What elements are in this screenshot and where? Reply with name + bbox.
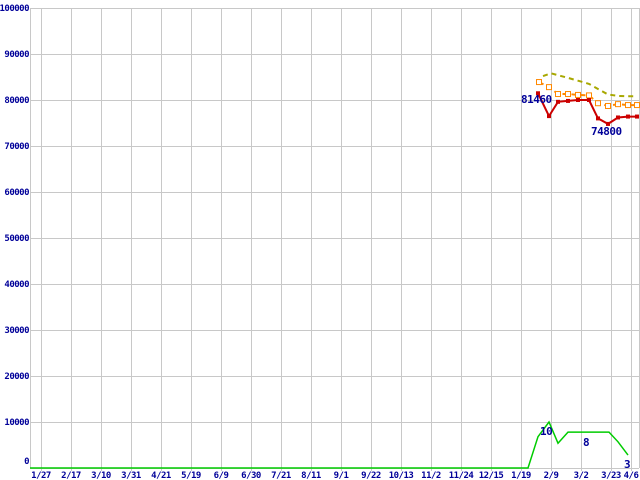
x-tick-label: 4/21 [151,471,171,480]
series-orange-dashed-marker [586,92,592,99]
series-olive-dashed [542,72,637,98]
series-orange-dashed-marker [595,100,601,107]
x-tick-label: 6/9 [214,471,229,480]
x-tick-label: 9/22 [361,471,381,480]
series-red-solid-marker [616,115,620,120]
x-tick-label: 1/27 [31,471,51,480]
x-tick-label: 12/15 [479,471,504,480]
series-orange-dashed-marker [555,91,561,98]
value-annotation: 3 [624,458,630,471]
series-red-solid-marker [635,114,639,119]
x-tick-label: 4/6 [624,471,639,480]
value-annotation: 10 [540,425,552,438]
y-tick-label: 60000 [4,188,29,198]
y-tick-label: 100000 [0,4,29,14]
series-red-solid-marker [606,121,610,126]
x-tick-label: 3/10 [91,471,111,480]
series-red-solid-marker [556,99,560,104]
x-tick-label: 3/23 [601,471,621,480]
series-orange-dashed-marker [605,102,611,109]
series-orange-dashed-marker [634,102,640,109]
x-tick-label: 7/21 [271,471,291,480]
y-tick-label: 30000 [4,326,29,336]
series-orange-dashed-marker [575,91,581,98]
series-orange-dashed-marker [625,102,631,109]
series-green-solid [30,420,629,469]
series-red-solid-marker [547,114,551,119]
series-orange-dashed-marker [536,79,542,86]
y-tick-label: 20000 [4,372,29,382]
x-tick-label: 8/11 [301,471,321,480]
x-tick-label: 11/2 [421,471,441,480]
series-red-solid-marker [587,98,591,102]
value-annotation: 8 [583,436,589,449]
y-tick-label: 80000 [4,96,29,106]
series-orange-dashed-marker [546,84,552,91]
series-red-solid-marker [596,116,600,121]
series-red-solid-marker [576,98,580,102]
y-tick-label: 90000 [4,50,29,60]
series-red-solid-marker [626,114,630,119]
y-tick-label: 10000 [4,418,29,428]
y-tick-label: 40000 [4,280,29,290]
x-tick-label: 5/19 [181,471,201,480]
y-tick-label: 50000 [4,234,29,244]
series-orange-dashed-marker [565,91,571,98]
x-tick-label: 10/13 [389,471,414,480]
value-annotation: 81460 [521,93,552,106]
y-tick-label: 70000 [4,142,29,152]
x-tick-label: 2/17 [61,471,81,480]
x-tick-label: 2/9 [544,471,559,480]
x-tick-label: 3/2 [574,471,589,480]
series-red-solid-marker [536,91,540,96]
x-tick-label: 6/30 [241,471,261,480]
x-tick-label: 3/31 [121,471,141,480]
value-annotation: 74800 [591,125,622,138]
series-orange-dashed-marker [615,101,621,108]
x-tick-label: 11/24 [449,471,475,480]
x-tick-label: 1/19 [511,471,531,480]
y-tick-label: 0 [24,457,29,467]
x-tick-label: 9/1 [334,471,349,480]
series-red-solid-marker [566,98,570,103]
